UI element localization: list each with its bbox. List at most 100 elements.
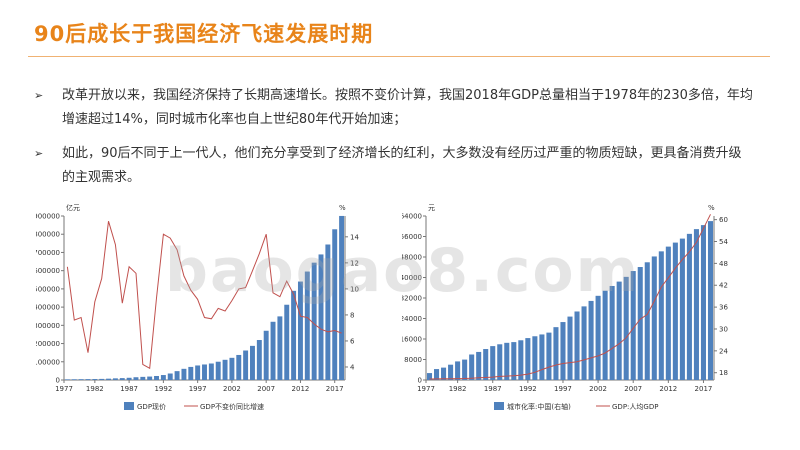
bar — [154, 375, 159, 380]
y-tick-label-right: 42 — [719, 282, 728, 290]
bar — [325, 244, 331, 380]
bar — [511, 342, 517, 380]
bullet-text-1: 改革开放以来，我国经济保持了长期高速增长。按照不变价计算，我国2018年GDP总… — [62, 88, 753, 127]
y-tick-label-right: 10 — [350, 285, 359, 293]
y-tick-label-left: 32000 — [402, 295, 422, 303]
bar — [311, 262, 317, 380]
bar — [644, 262, 650, 380]
bar — [539, 334, 545, 380]
bar — [243, 350, 249, 380]
bar — [693, 229, 699, 380]
bar — [140, 376, 146, 380]
bar — [119, 378, 125, 380]
y-tick-label-right: 24 — [719, 347, 728, 355]
bar — [339, 215, 345, 380]
bar — [679, 238, 685, 380]
bar — [133, 377, 139, 380]
x-tick-label: 1992 — [154, 385, 172, 393]
bullet-item-1: ➢ 改革开放以来，我国经济保持了长期高速增长。按照不变价计算，我国2018年GD… — [34, 84, 754, 132]
bar — [147, 376, 153, 380]
bar — [651, 256, 657, 380]
bar — [574, 311, 580, 380]
legend-label: 城市化率:中国(右轴) — [507, 402, 571, 411]
y-tick-label-left: 800000 — [36, 231, 60, 239]
bar — [222, 359, 228, 380]
bar — [476, 351, 482, 380]
bar — [215, 361, 221, 380]
y-tick-label-right: 36 — [719, 304, 728, 312]
bar — [284, 304, 290, 380]
bar — [250, 345, 255, 380]
urbanization-chart: 元% 0 8000 16000 24000 32000 40000 48000 56000 640… — [402, 204, 728, 411]
bar — [497, 344, 503, 380]
y-tick-label-left: 0 — [56, 377, 60, 385]
x-tick-label: 2017 — [695, 385, 713, 393]
legend-label: GDP:人均GDP — [612, 402, 658, 411]
bar — [64, 379, 70, 380]
bar — [291, 290, 297, 380]
bar — [208, 363, 214, 380]
x-tick-label: 1982 — [449, 385, 467, 393]
bar — [567, 316, 573, 380]
y-tick-label-left: 16000 — [402, 336, 422, 344]
bar — [546, 332, 552, 380]
bar — [270, 321, 276, 380]
x-tick-label: 2002 — [589, 385, 607, 393]
bar — [167, 373, 173, 380]
y-tick-label-left: 100000 — [36, 358, 60, 366]
bullet-arrow-icon: ➢ — [34, 89, 44, 102]
y-tick-label-left: 600000 — [36, 267, 60, 275]
bar — [318, 254, 324, 380]
bar — [658, 251, 664, 380]
x-tick-label: 2007 — [624, 385, 642, 393]
bar — [707, 221, 714, 380]
y-tick-label-left: 64000 — [402, 213, 422, 221]
bar — [112, 378, 118, 380]
x-tick-label: 1982 — [86, 385, 104, 393]
x-tick-label: 2017 — [326, 385, 344, 393]
bar — [195, 365, 201, 380]
x-tick-label: 1987 — [120, 385, 138, 393]
y-tick-label-right: 12 — [350, 259, 359, 267]
bar — [686, 233, 692, 380]
series-line — [429, 214, 711, 380]
bar — [483, 349, 489, 380]
bar — [616, 281, 622, 380]
legend-label: GDP现价 — [137, 403, 166, 411]
bar — [85, 379, 91, 380]
x-tick-label: 2012 — [292, 385, 310, 393]
bar — [332, 229, 338, 380]
y-tick-label-right: 6 — [350, 337, 355, 345]
y-tick-label-right: 54 — [719, 238, 728, 246]
bar — [188, 366, 194, 380]
bar — [525, 338, 531, 380]
bar — [637, 267, 643, 380]
bar — [609, 285, 615, 380]
bar — [126, 377, 132, 380]
x-tick-label: 2012 — [659, 385, 677, 393]
y-tick-label-left: 24000 — [402, 315, 422, 323]
bar — [462, 359, 468, 380]
x-tick-label: 1977 — [417, 385, 435, 393]
bar — [560, 322, 566, 380]
y-tick-label-right: 14 — [350, 233, 359, 241]
y-tick-label-left: 8000 — [404, 356, 422, 364]
bar — [99, 378, 105, 380]
y-tick-label-right: 4 — [350, 363, 355, 371]
y-axis-unit-right: % — [708, 204, 715, 212]
bar — [553, 327, 559, 380]
x-tick-label: 2002 — [223, 385, 241, 393]
bar — [455, 361, 461, 380]
bar — [78, 379, 84, 380]
bar — [518, 340, 524, 380]
x-tick-label: 1977 — [55, 385, 73, 393]
legend-swatch-bar — [494, 402, 504, 410]
bar — [630, 271, 636, 380]
x-tick-label: 2007 — [257, 385, 275, 393]
watermark: baogao8.com — [165, 236, 641, 306]
x-tick-label: 1992 — [519, 385, 537, 393]
y-tick-label-left: 500000 — [36, 285, 60, 293]
bullet-arrow-icon: ➢ — [34, 147, 44, 160]
